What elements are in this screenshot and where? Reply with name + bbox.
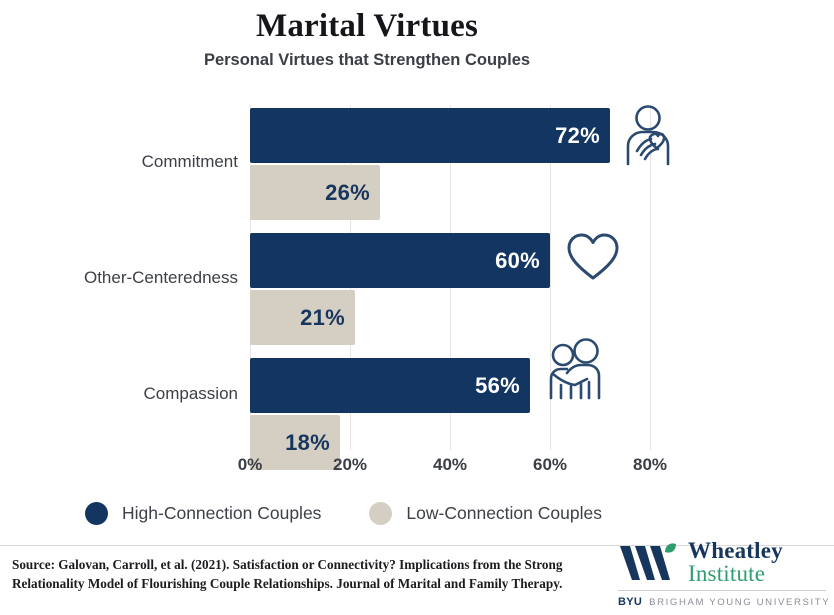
two-people-embracing-icon	[541, 338, 609, 405]
category-label-other-centeredness: Other-Centeredness	[83, 268, 238, 287]
logo-bottom-row: BYU BRIGHAM YOUNG UNIVERSITY	[618, 596, 831, 609]
legend-swatch-icon	[369, 502, 393, 525]
source-line-1: Source: Galovan, Carroll, et al. (2021).…	[12, 557, 563, 572]
legend-item-low-connection[interactable]: Low-Connection Couples	[369, 502, 602, 525]
bar-value-label: 21%	[300, 304, 345, 330]
category-label-commitment: Commitment	[141, 152, 238, 171]
wheatley-institute-logo: Wheatley Institute BYU BRIGHAM YOUNG UNI…	[618, 538, 831, 609]
logo-byu-full-name: BRIGHAM YOUNG UNIVERSITY	[649, 596, 831, 608]
logo-wheatley-text: Wheatley	[688, 538, 783, 563]
plot-area: 72% 26% 60% 21% 56% 18%	[250, 105, 670, 470]
legend-item-high-connection[interactable]: High-Connection Couples	[85, 502, 321, 525]
gridline-80	[650, 105, 651, 450]
bar-commitment-high-connection[interactable]: 72%	[250, 108, 610, 163]
chart-title: Marital Virtues	[255, 8, 479, 44]
x-tick-40: 40%	[432, 455, 468, 474]
chart-subtitle: Personal Virtues that Strengthen Couples	[203, 51, 531, 69]
bar-value-label: 18%	[285, 429, 330, 455]
legend-label: Low-Connection Couples	[406, 503, 602, 523]
bar-commitment-low-connection[interactable]: 26%	[250, 165, 380, 220]
logo-wordmark: Wheatley Institute	[688, 538, 783, 586]
bar-other-centeredness-low-connection[interactable]: 21%	[250, 290, 355, 345]
bar-value-label: 26%	[325, 179, 370, 205]
x-tick-60: 60%	[532, 455, 568, 474]
source-line-2: Relationality Model of Flourishing Coupl…	[12, 576, 563, 592]
x-tick-0: 0%	[237, 455, 263, 474]
legend-label: High-Connection Couples	[122, 503, 322, 523]
footer-divider	[0, 545, 834, 546]
bar-value-label: 56%	[475, 372, 520, 398]
x-tick-80: 80%	[632, 455, 668, 474]
wheatley-w-mark-icon	[620, 542, 676, 580]
legend-swatch-icon	[85, 502, 108, 525]
category-label-compassion: Compassion	[143, 384, 239, 403]
logo-top-row: Wheatley Institute	[618, 538, 828, 586]
logo-institute-text: Institute	[688, 560, 766, 586]
bar-compassion-high-connection[interactable]: 56%	[250, 358, 530, 413]
person-hand-on-heart-icon	[619, 104, 677, 171]
logo-byu-abbrev: BYU	[618, 596, 643, 609]
bar-compassion-low-connection[interactable]: 18%	[250, 415, 340, 470]
bar-value-label: 72%	[555, 122, 600, 148]
x-tick-20: 20%	[332, 455, 368, 474]
source-citation: Source: Galovan, Carroll, et al. (2021).…	[12, 555, 587, 593]
logo-divider	[618, 590, 826, 592]
bar-value-label: 60%	[495, 247, 540, 273]
chart-legend: High-Connection Couples Low-Connection C…	[85, 502, 602, 525]
heart-icon	[565, 231, 621, 288]
bar-other-centeredness-high-connection[interactable]: 60%	[250, 233, 550, 288]
gridline-60	[550, 105, 551, 450]
